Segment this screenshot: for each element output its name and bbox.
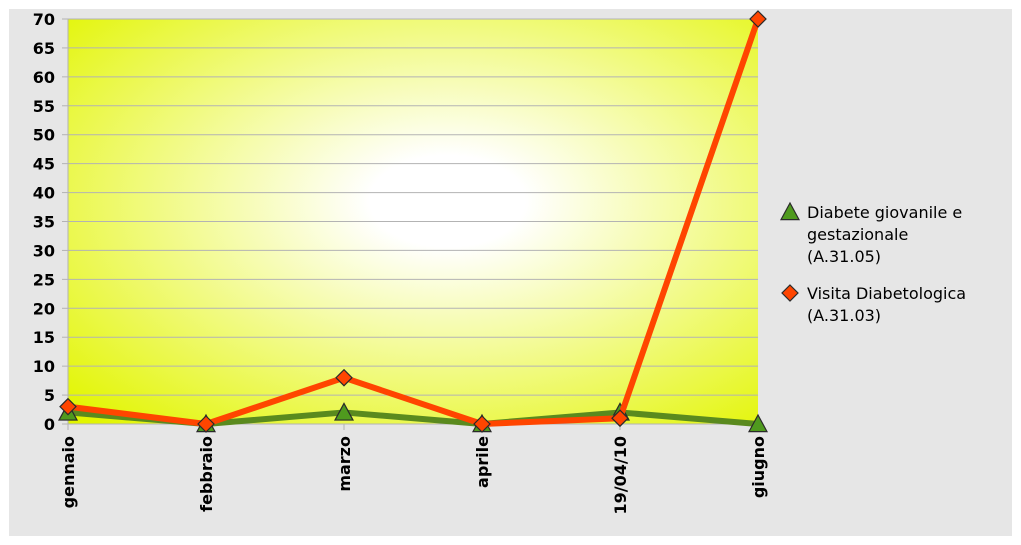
legend-label-line: Visita Diabetologica [807, 284, 966, 303]
x-tick-label: giugno [749, 436, 768, 498]
data-point [611, 409, 629, 428]
x-tick-label: febbraio [197, 436, 216, 512]
y-tick-label: 45 [33, 155, 55, 174]
y-tick-label: 70 [33, 10, 55, 29]
x-tick-label: aprile [473, 436, 492, 488]
data-point [197, 415, 215, 433]
x-tick-label: gennaio [59, 436, 78, 508]
legend-label-line: (A.31.05) [807, 247, 881, 266]
legend-marker [779, 201, 801, 221]
data-point [335, 368, 353, 387]
y-tick-label: 30 [33, 241, 55, 260]
legend-label: Diabete giovanile e gestazionale (A.31.05) [807, 203, 962, 266]
series-line [67, 18, 761, 427]
series-group [57, 10, 769, 433]
data-point [59, 397, 77, 416]
chart-container: 0 5 10 15 20 25 30 35 40 45 50 55 60 65 70 gennaio febb… [9, 9, 1012, 536]
y-tick-label: 25 [33, 270, 55, 289]
y-tick-label: 60 [33, 68, 55, 87]
legend-item-1: Diabete giovanile e gestazionale (A.31.05) [779, 201, 962, 266]
legend-item-2: Visita Diabetologica (A.31.03) [781, 284, 966, 325]
y-tick-label: 0 [44, 415, 55, 434]
data-point [473, 415, 491, 433]
x-axis-ticks: gennaio febbraio marzo aprile 19/04/10 giugno [59, 424, 768, 514]
y-tick-label: 10 [33, 357, 55, 376]
legend-label: Visita Diabetologica (A.31.03) [807, 284, 966, 325]
data-point [749, 10, 767, 28]
y-tick-label: 65 [33, 39, 55, 58]
y-tick-label: 35 [33, 213, 55, 232]
x-tick-label: marzo [335, 436, 354, 492]
y-tick-label: 40 [33, 184, 55, 203]
legend-label-line: (A.31.03) [807, 306, 881, 325]
legend-label-line: Diabete giovanile e [807, 203, 962, 222]
y-tick-label: 5 [44, 386, 55, 405]
y-tick-label: 50 [33, 126, 55, 145]
y-tick-label: 20 [33, 299, 55, 318]
legend-marker [781, 284, 799, 302]
legend-label-line: gestazionale [807, 225, 908, 244]
series-2 [59, 10, 767, 433]
x-tick-label: 19/04/10 [611, 436, 630, 514]
data-point [747, 413, 769, 433]
y-axis-ticks: 0 5 10 15 20 25 30 35 40 45 50 55 60 65 70 [33, 10, 68, 434]
line-chart: 0 5 10 15 20 25 30 35 40 45 50 55 60 65 70 gennaio febb… [33, 10, 966, 514]
legend: Diabete giovanile e gestazionale (A.31.05)… [779, 201, 966, 325]
y-tick-label: 55 [33, 97, 55, 116]
gridlines [68, 18, 758, 425]
y-tick-label: 15 [33, 328, 55, 347]
data-point [333, 402, 355, 421]
